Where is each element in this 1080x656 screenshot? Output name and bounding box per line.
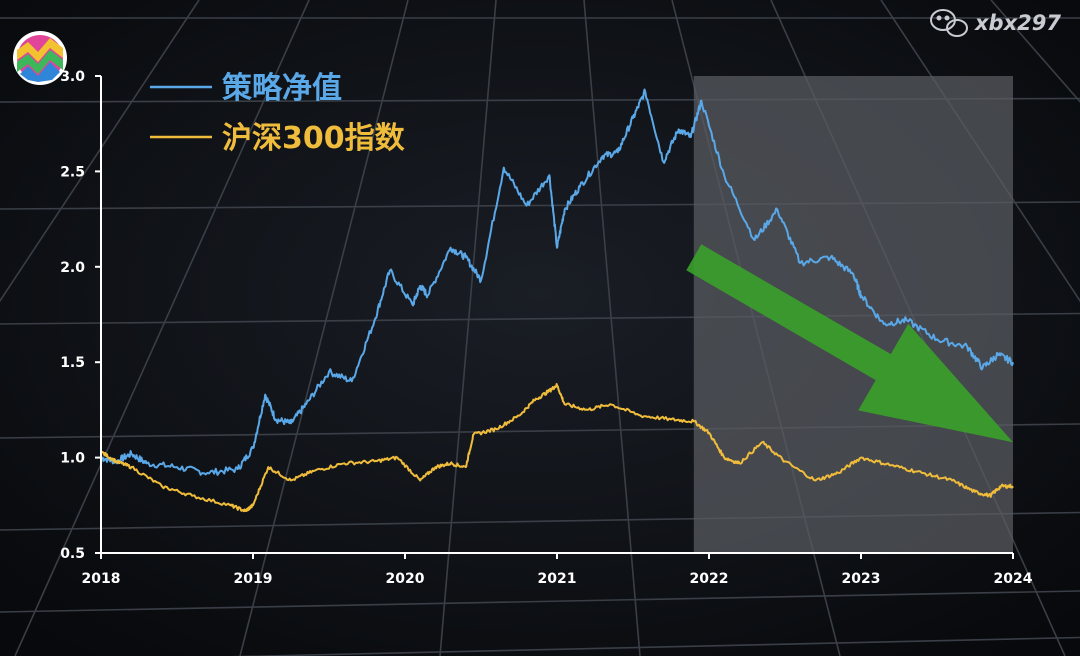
x-tick-label: 2018 [82,571,121,587]
wechat-icon [930,9,968,37]
grid-line [239,0,409,656]
legend-label-2: 沪深300指数 [222,121,406,156]
grid-line [583,0,641,656]
series-layer [100,88,1014,513]
highlight-region [693,76,1013,553]
grid-line [14,0,310,656]
x-tick-label: 2022 [690,571,729,587]
legend-label-1: 策略净值 [222,71,342,106]
trend-arrow [686,244,1013,443]
y-tick-label: 0.5 [60,546,85,562]
y-axis-ticks: 0.5 1.0 1.5 2.0 2.5 3.0 [60,69,101,562]
x-tick-label: 2019 [234,571,273,587]
y-tick-label: 2.0 [60,260,85,276]
grid-line [0,590,1080,613]
x-tick-label: 2020 [386,571,425,587]
y-tick-label: 1.0 [60,451,85,467]
x-axis-ticks: 2018 2019 2020 2021 2022 2023 2024 [82,553,1033,587]
watermark-text: xbx297 [974,11,1061,35]
grid-line [439,0,497,656]
grid-line [0,0,200,303]
y-tick-label: 3.0 [60,69,85,85]
y-tick-label: 2.5 [60,164,85,180]
logo-icon [13,31,67,85]
x-tick-label: 2021 [538,571,577,587]
series-line-2 [100,383,1014,513]
grid-line [229,636,1080,656]
series-line-1 [100,88,1014,476]
watermark: xbx297 [930,9,1061,37]
x-tick-label: 2024 [994,571,1033,587]
y-tick-label: 1.5 [60,355,85,371]
x-tick-label: 2023 [842,571,881,587]
